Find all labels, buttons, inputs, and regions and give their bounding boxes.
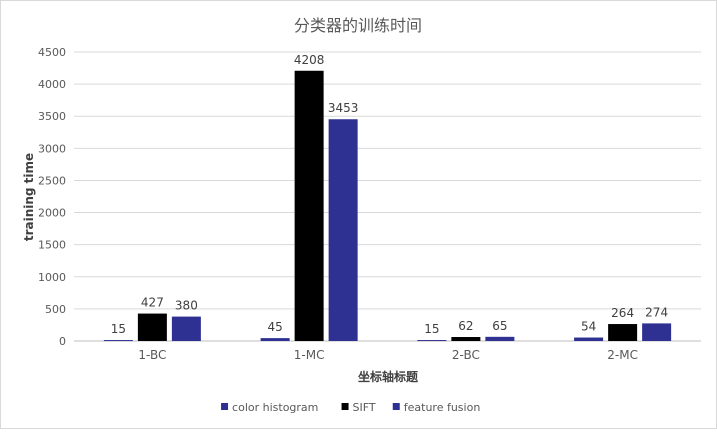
data-label: 427	[141, 296, 164, 310]
data-label: 15	[111, 322, 126, 336]
legend: color histogram SIFT feature fusion	[221, 401, 480, 414]
data-label: 54	[581, 320, 596, 334]
y-tick-label: 3500	[38, 110, 66, 123]
x-tick-label: 1-MC	[294, 348, 325, 362]
y-tick-label: 0	[59, 335, 66, 348]
bars	[103, 70, 672, 342]
gridlines	[74, 51, 701, 342]
y-tick-label: 3000	[38, 142, 66, 155]
y-tick-label: 4500	[38, 46, 66, 59]
y-tick-label: 2500	[38, 174, 66, 187]
x-tick-label: 2-BC	[452, 348, 480, 362]
bar-1-BC-series-0	[103, 340, 133, 342]
y-axis-ticks: 0 500 1000 1500 2000 2500 3000 3500 4000 4500	[38, 46, 66, 348]
y-tick-label: 2000	[38, 207, 66, 220]
x-tick-label: 2-MC	[607, 348, 638, 362]
x-tick-label: 1-BC	[138, 348, 166, 362]
data-label: 274	[645, 305, 668, 319]
data-labels: 15 427 380 45 4208 3453 15 62 65 54 264 274	[111, 53, 668, 336]
y-tick-label: 500	[45, 303, 66, 316]
chart-title: 分类器的训练时间	[294, 16, 422, 35]
data-label: 62	[458, 319, 473, 333]
bar-2-MC-series-1	[608, 324, 638, 341]
y-axis-label: training time	[22, 153, 36, 241]
x-axis-ticks: 1-BC 1-MC 2-BC 2-MC	[138, 348, 638, 362]
data-label: 3453	[328, 101, 359, 115]
bar-2-MC-series-0	[574, 337, 604, 341]
data-label: 15	[424, 322, 439, 336]
y-tick-label: 4000	[38, 78, 66, 91]
x-axis-label: 坐标轴标题	[358, 369, 419, 384]
legend-label: color histogram	[232, 401, 318, 414]
bar-1-BC-series-1	[137, 313, 167, 341]
bar-1-MC-series-1	[294, 70, 324, 341]
bar-1-MC-series-2	[328, 119, 358, 342]
bar-2-MC-series-2	[642, 323, 672, 341]
legend-swatch	[392, 403, 400, 410]
bar-1-MC-series-0	[260, 338, 290, 341]
bar-2-BC-series-0	[417, 340, 447, 342]
bar-2-BC-series-1	[451, 337, 481, 341]
data-label: 264	[611, 306, 634, 320]
legend-swatch	[221, 403, 229, 410]
y-tick-label: 1000	[38, 271, 66, 284]
bar-1-BC-series-2	[171, 316, 201, 341]
bar-2-BC-series-2	[485, 336, 515, 341]
legend-label: feature fusion	[404, 401, 481, 414]
data-label: 380	[175, 299, 198, 313]
y-tick-label: 1500	[38, 239, 66, 252]
data-label: 65	[492, 319, 507, 333]
legend-label: SIFT	[353, 401, 376, 414]
data-label: 45	[267, 320, 282, 334]
data-label: 4208	[294, 53, 325, 67]
legend-swatch	[341, 403, 349, 410]
